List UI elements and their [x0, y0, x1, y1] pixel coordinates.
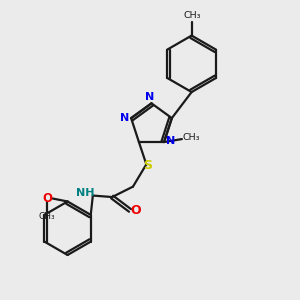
Text: N: N: [166, 136, 175, 146]
Text: CH₃: CH₃: [39, 212, 56, 221]
Text: NH: NH: [76, 188, 94, 198]
Text: CH₃: CH₃: [183, 133, 200, 142]
Text: N: N: [146, 92, 154, 102]
Text: CH₃: CH₃: [184, 11, 201, 20]
Text: N: N: [120, 112, 129, 122]
Text: S: S: [143, 159, 152, 172]
Text: O: O: [42, 192, 52, 205]
Text: O: O: [130, 204, 141, 217]
